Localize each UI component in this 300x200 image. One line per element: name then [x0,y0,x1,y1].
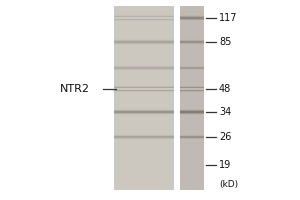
Text: 26: 26 [219,132,231,142]
Bar [180,90,204,91]
Bar [180,111,204,112]
Bar [114,16,174,17]
Bar [180,113,204,114]
Bar [114,91,174,92]
Bar [180,112,204,113]
Bar [114,19,174,20]
Text: NTR2: NTR2 [60,84,90,94]
Bar [114,42,174,43]
Bar [180,109,204,110]
Text: 19: 19 [219,160,231,170]
Bar [180,110,204,111]
Bar [114,114,174,115]
Bar [114,87,174,88]
Bar [180,85,204,86]
Bar [114,20,174,21]
Bar [180,18,204,19]
Bar [114,21,174,22]
Bar [114,43,174,44]
Bar [114,111,174,112]
Bar [114,15,174,16]
Bar [114,44,174,45]
Bar [180,16,204,17]
Text: (kD): (kD) [219,180,238,188]
Text: 85: 85 [219,37,231,47]
Bar [114,92,174,93]
Bar [180,92,204,93]
Bar [180,17,204,18]
Bar [114,86,174,87]
Bar [114,14,174,15]
Bar [114,40,174,41]
Bar [114,39,174,40]
Bar [114,6,174,190]
Bar [180,6,204,190]
Bar [114,109,174,110]
Bar [114,41,174,42]
Bar [180,20,204,21]
Text: 48: 48 [219,84,231,94]
Bar [114,110,174,111]
Bar [180,15,204,16]
Bar [114,90,174,91]
Bar [114,112,174,113]
Bar [180,114,204,115]
Bar [180,19,204,20]
Bar [180,86,204,87]
Bar [180,87,204,88]
Text: 117: 117 [219,13,238,23]
Bar [114,113,174,114]
Text: 34: 34 [219,107,231,117]
Bar [114,85,174,86]
Bar [180,91,204,92]
